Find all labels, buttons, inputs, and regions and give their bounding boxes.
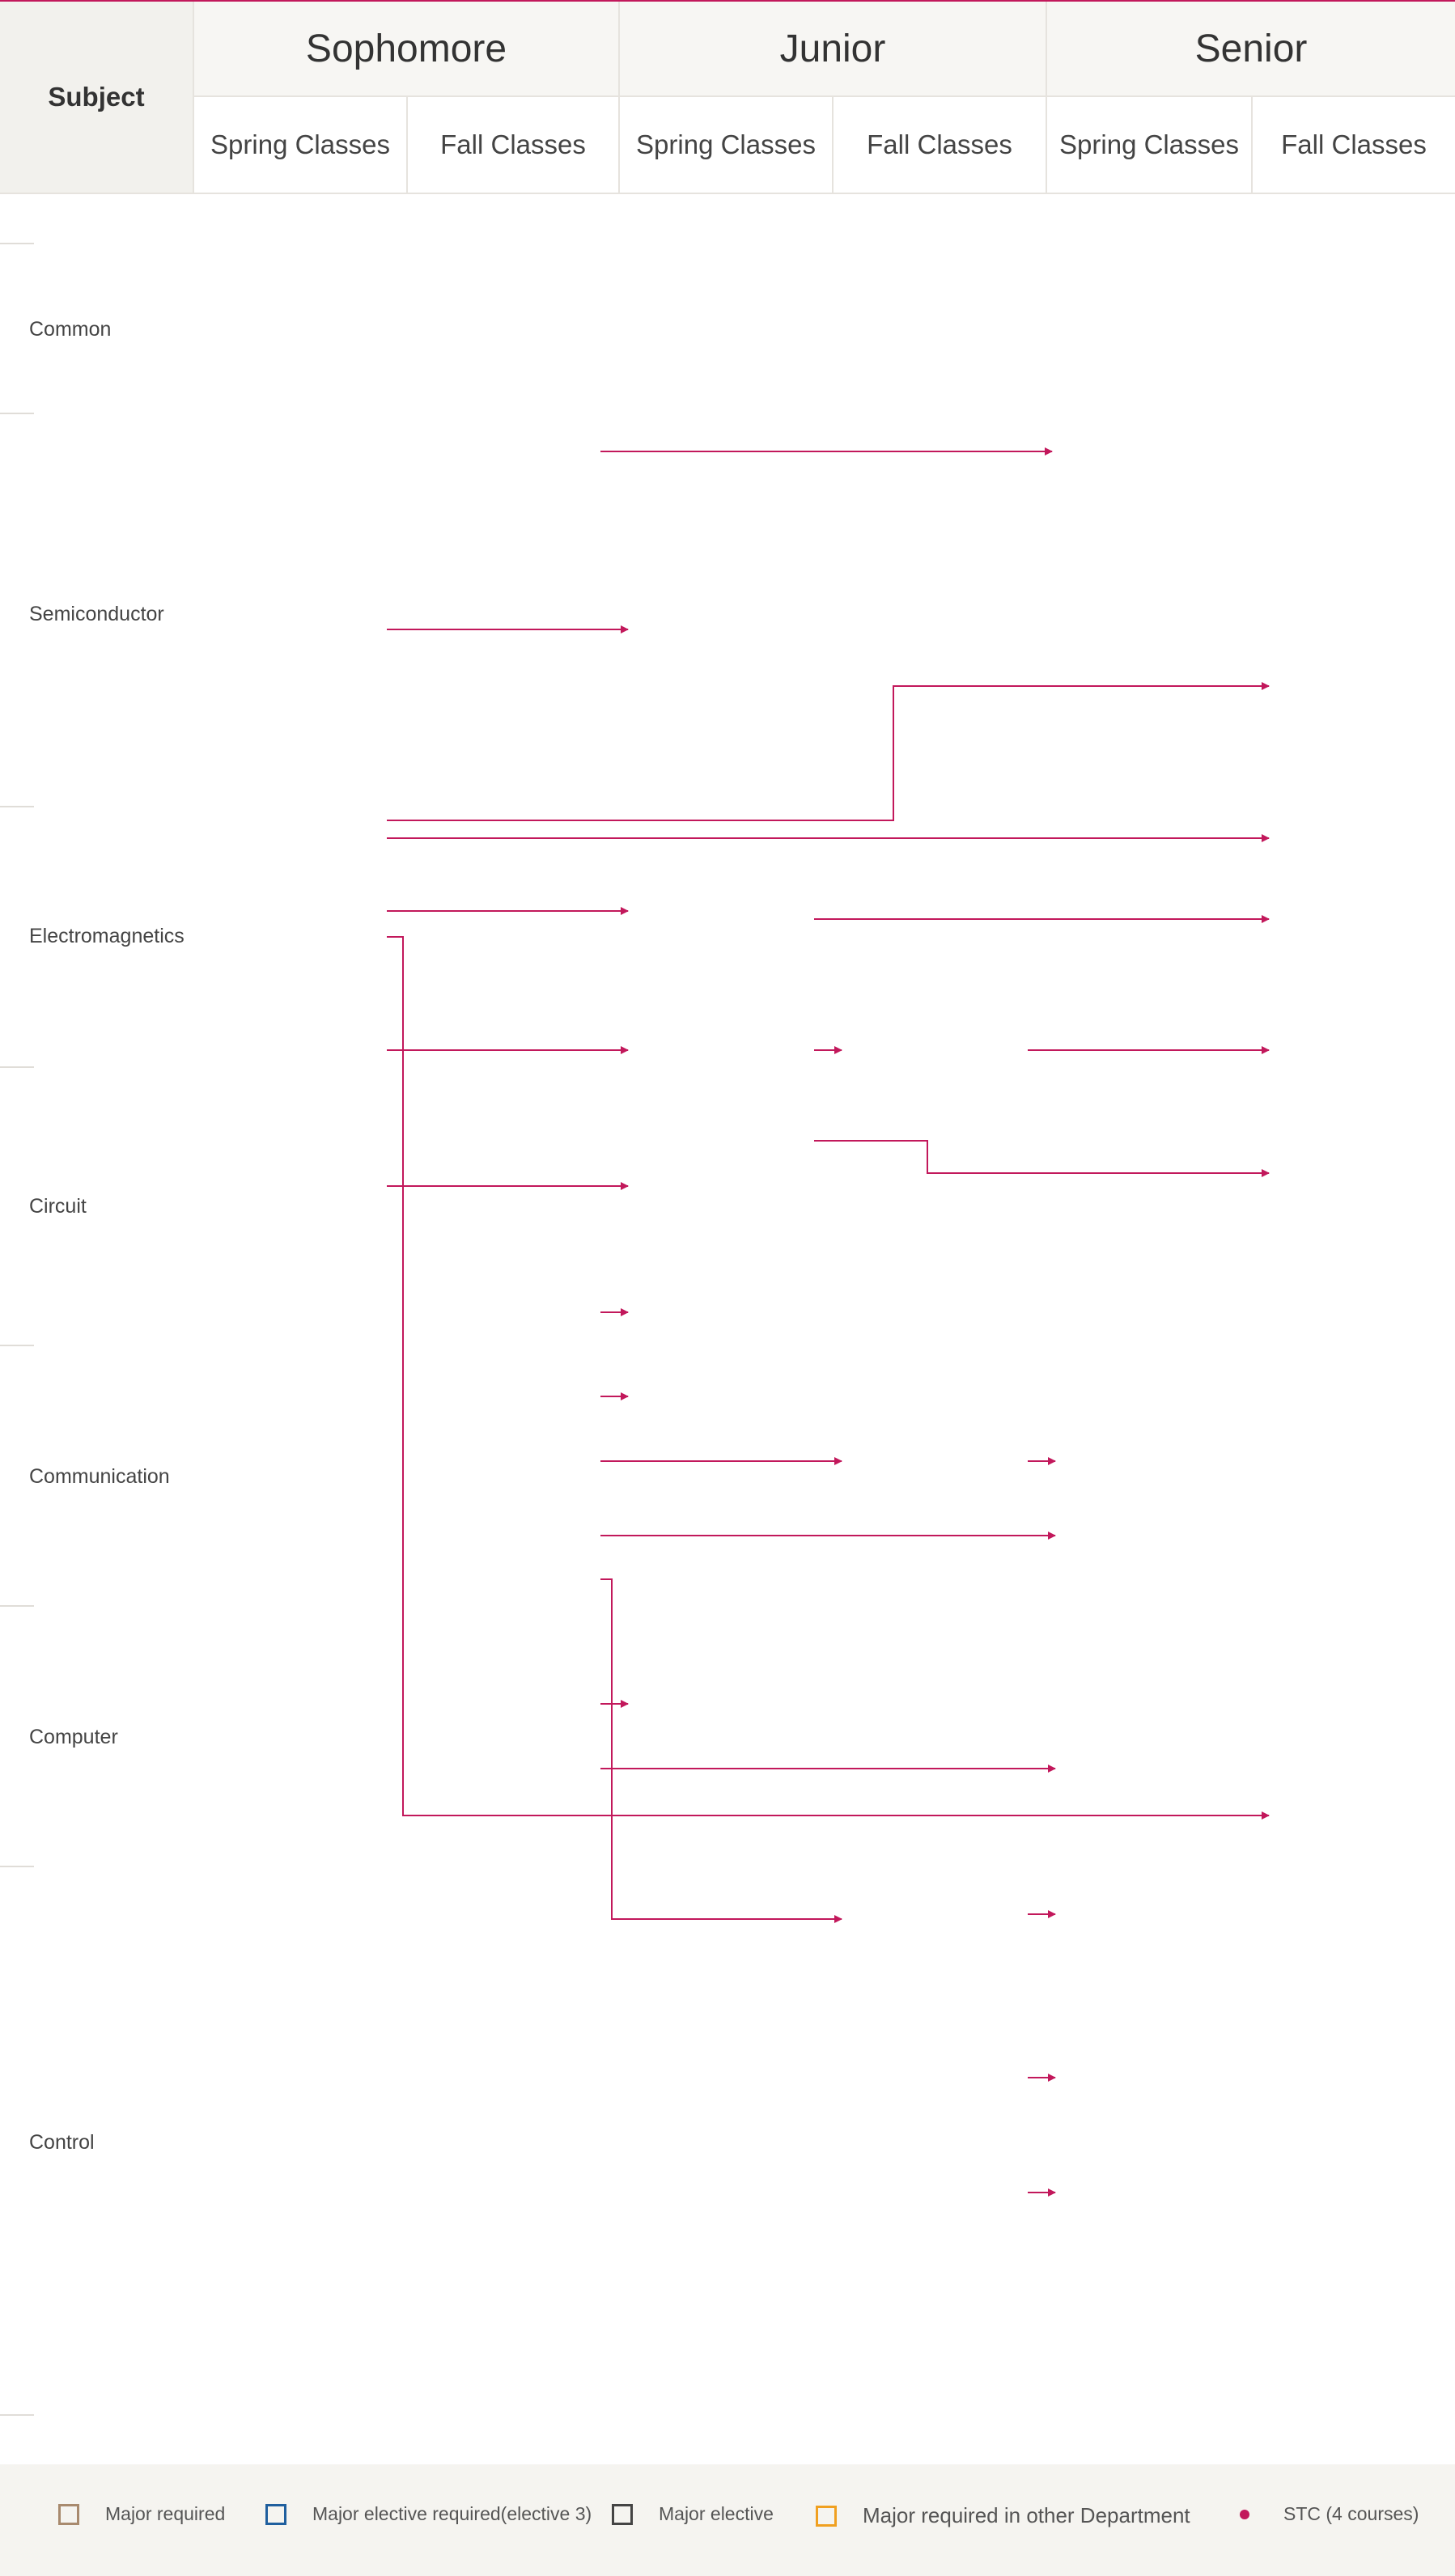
year-header-junior: Junior [620, 2, 1047, 97]
connector-arrow [814, 1140, 1270, 1177]
row-divider [0, 2414, 34, 2416]
legend-item-major-elective: Major elective [612, 2503, 774, 2525]
semester-header: Spring Classes [1047, 97, 1253, 194]
semester-header: Spring Classes [620, 97, 834, 194]
legend-label: Major elective [659, 2503, 774, 2524]
semester-header: Fall Classes [1253, 97, 1455, 194]
year-header-senior: Senior [1047, 2, 1455, 97]
semester-header: Fall Classes [834, 97, 1047, 194]
row-label-computer: Computer [29, 1726, 118, 1748]
prerequisite-connectors [387, 447, 1270, 2197]
row-label-common: Common [29, 318, 112, 341]
legend-swatch [612, 2503, 633, 2525]
row-label-electromagnetics: Electromagnetics [29, 925, 185, 947]
stc-dot-icon [1240, 2509, 1249, 2519]
legend-label: Major required in other Department [863, 2503, 1190, 2527]
legend-label: Major elective required(elective 3) [312, 2503, 592, 2524]
row-divider [0, 806, 34, 807]
legend-item-major-required: Major required [58, 2503, 225, 2525]
row-label-circuit: Circuit [29, 1195, 87, 1218]
legend: Major required Major elective required(e… [0, 2464, 1455, 2576]
legend-swatch [265, 2503, 286, 2525]
legend-label: STC (4 courses) [1283, 2503, 1419, 2524]
row-divider [0, 1345, 34, 1346]
legend-swatch [816, 2505, 837, 2527]
row-divider [0, 413, 34, 414]
semester-header: Spring Classes [194, 97, 408, 194]
row-label-communication: Communication [29, 1465, 170, 1488]
row-divider [0, 1605, 34, 1607]
connector-arrow [600, 1578, 842, 1923]
legend-label: Major required [105, 2503, 226, 2524]
row-divider [0, 1866, 34, 1867]
subject-header: Subject [0, 2, 194, 194]
legend-item-major-elective-required: Major elective required(elective 3) [265, 2503, 592, 2525]
year-header-sophomore: Sophomore [194, 2, 620, 97]
row-divider [0, 1066, 34, 1068]
row-divider [0, 243, 34, 244]
legend-swatch [58, 2503, 79, 2525]
row-label-control: Control [29, 2131, 95, 2154]
top-accent-line [0, 0, 1455, 2]
connector-arrow [387, 936, 1270, 1820]
connector-arrow [387, 682, 1270, 821]
legend-item-stc: STC (4 courses) [1233, 2503, 1419, 2525]
row-label-semiconductor: Semiconductor [29, 603, 164, 625]
semester-header: Fall Classes [408, 97, 620, 194]
legend-item-other-department: Major required in other Department [816, 2503, 1190, 2528]
